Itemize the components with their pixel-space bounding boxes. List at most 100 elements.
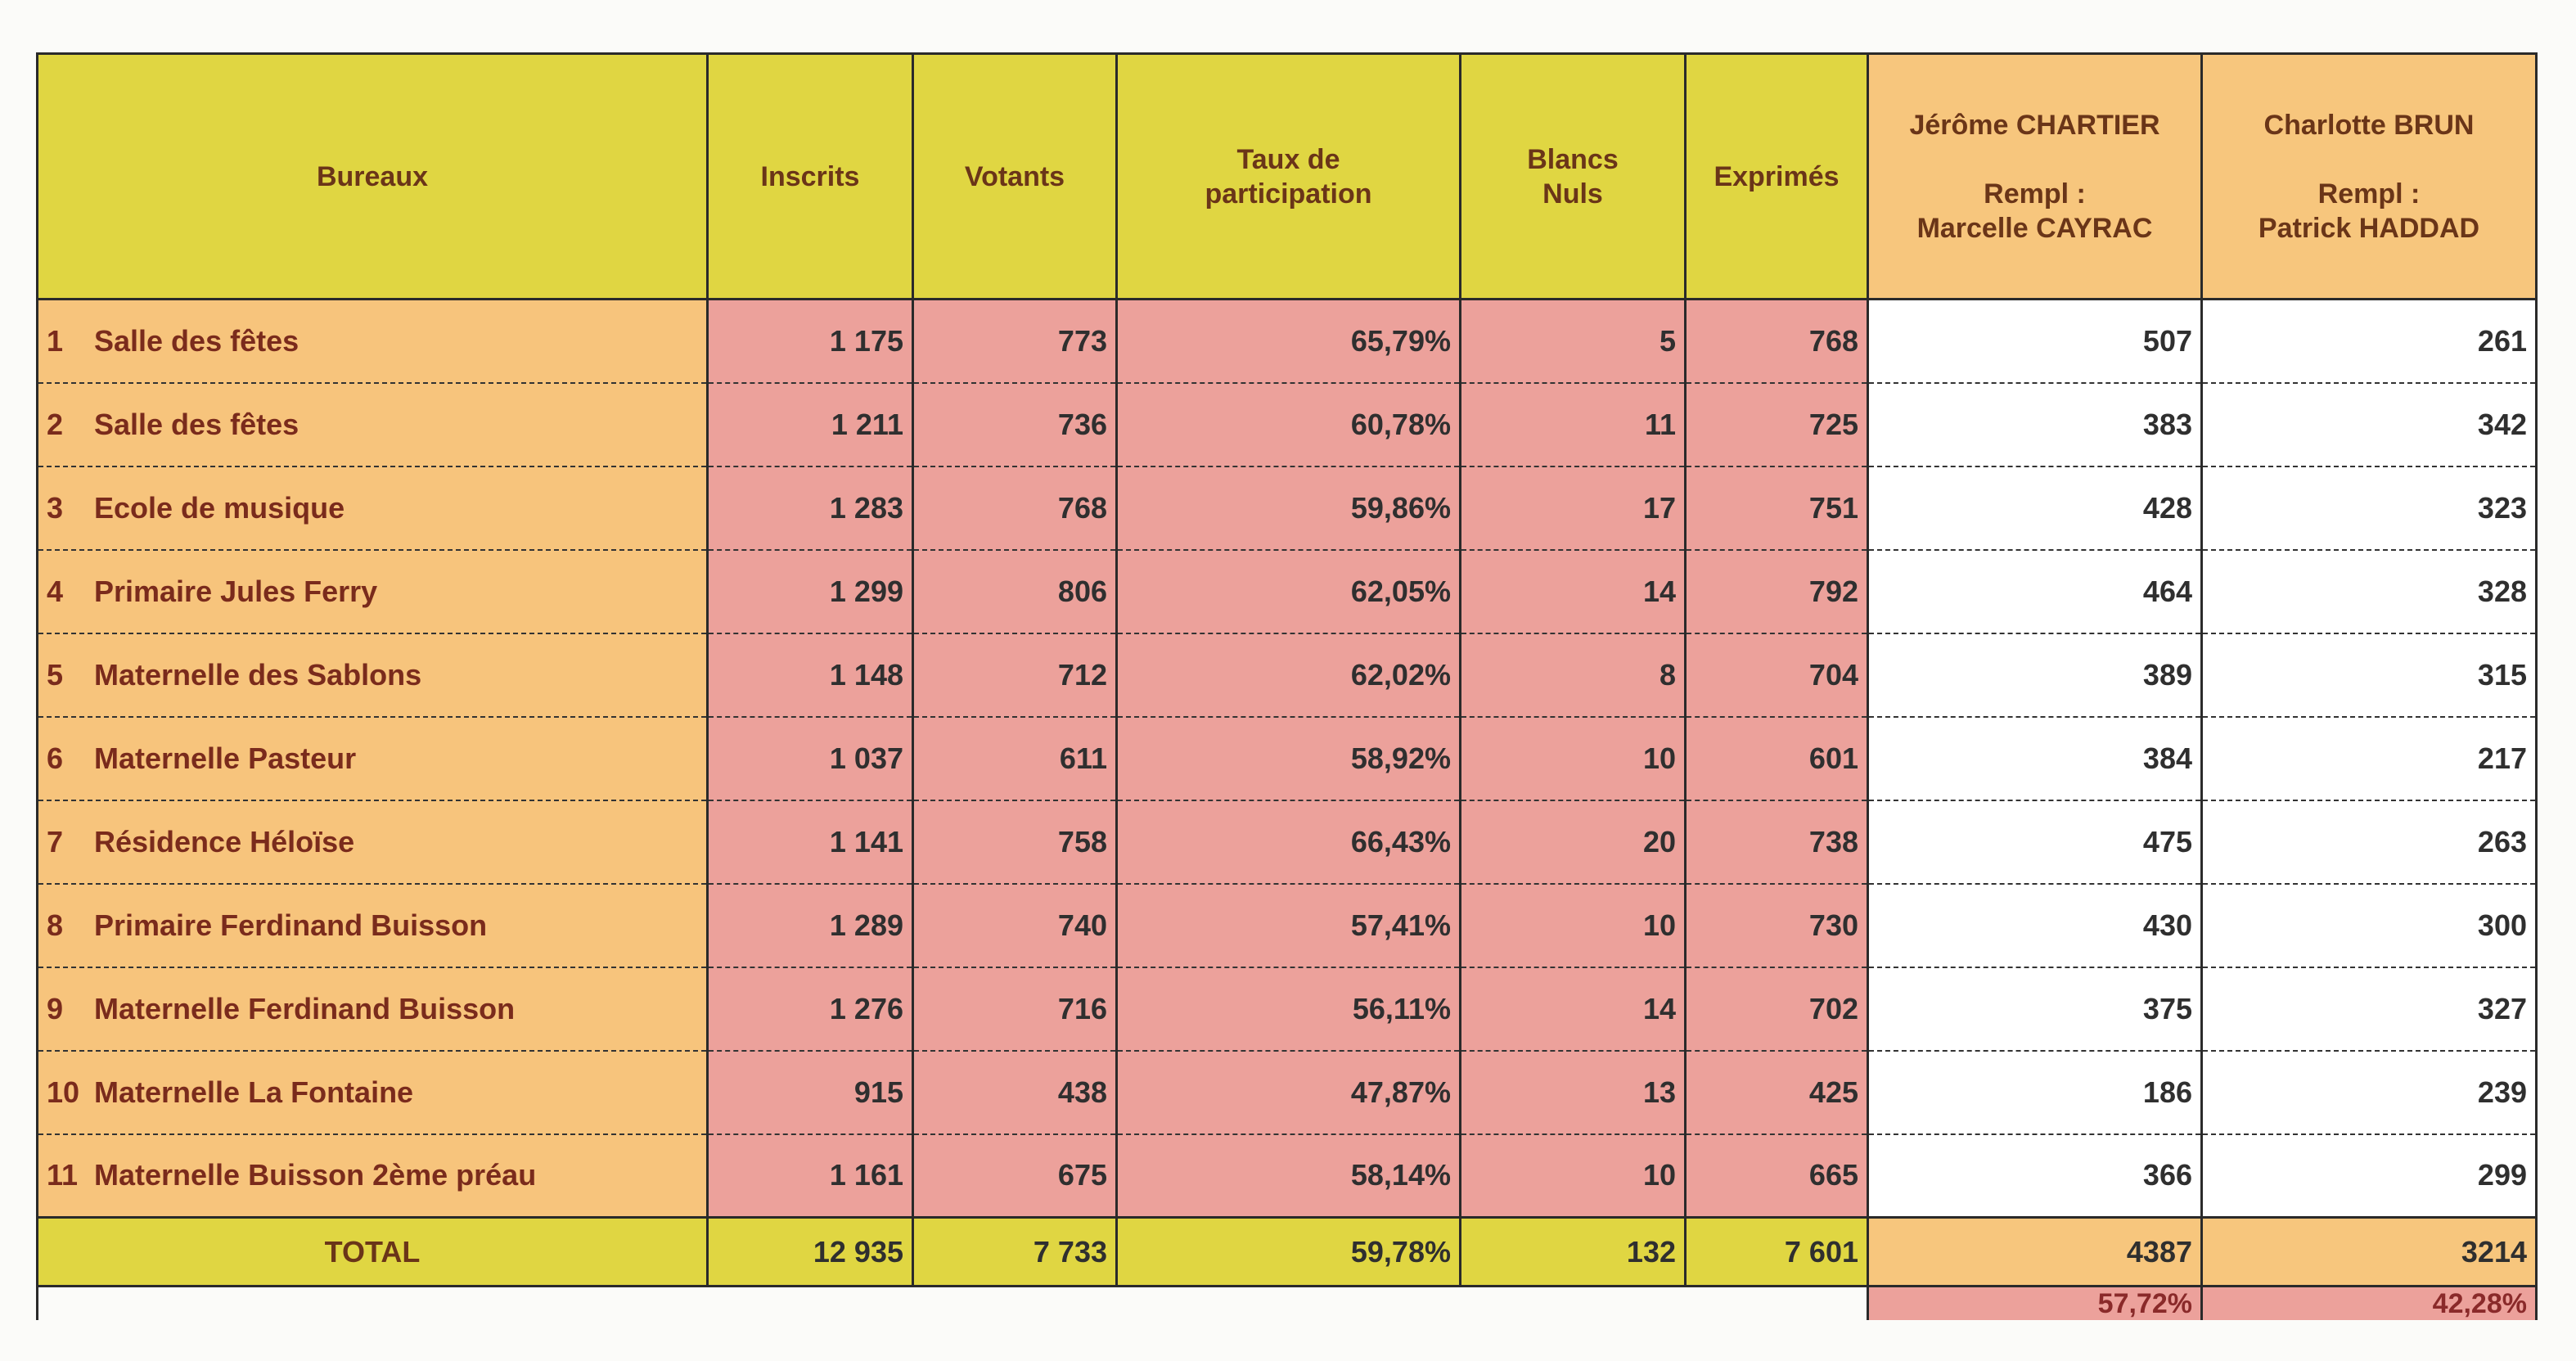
value-cell: 792 <box>1684 549 1869 634</box>
bureau-cell: 6 Maternelle Pasteur <box>36 716 709 801</box>
value-cell: 47,87% <box>1115 1050 1461 1135</box>
value-cell: 58,14% <box>1115 1133 1461 1219</box>
value-cell: 66,43% <box>1115 800 1461 885</box>
value-cell: 1 211 <box>706 382 914 467</box>
bureau-name: Maternelle La Fontaine <box>94 1075 414 1109</box>
candidate-percentage: 42,28% <box>2200 1286 2538 1320</box>
value-cell: 342 <box>2200 382 2538 467</box>
bureau-cell: 11 Maternelle Buisson 2ème préau <box>36 1133 709 1219</box>
value-cell: 730 <box>1684 883 1869 968</box>
value-cell: 58,92% <box>1115 716 1461 801</box>
value-cell: 323 <box>2200 466 2538 551</box>
value-cell: 1 037 <box>706 716 914 801</box>
bureau-cell: 7 Résidence Héloïse <box>36 800 709 885</box>
value-cell: 328 <box>2200 549 2538 634</box>
value-cell: 725 <box>1684 382 1869 467</box>
value-cell: 375 <box>1867 967 2203 1052</box>
bureau-name: Ecole de musique <box>94 490 345 525</box>
value-cell: 389 <box>1867 633 2203 718</box>
value-cell: 263 <box>2200 800 2538 885</box>
value-cell: 1 141 <box>706 800 914 885</box>
value-cell: 740 <box>912 883 1118 968</box>
value-cell: 507 <box>1867 299 2203 384</box>
bureau-number: 5 <box>47 657 64 692</box>
bureau-cell: 1 Salle des fêtes <box>36 299 709 384</box>
data-row: 5 Maternelle des Sablons 1 148 712 62,02% 8 70… <box>36 633 2538 718</box>
table-body: Bureaux Inscrits Votants Taux de participat… <box>36 52 2538 1320</box>
value-cell: 738 <box>1684 800 1869 885</box>
value-cell: 464 <box>1867 549 2203 634</box>
data-row: 6 Maternelle Pasteur 1 037 611 58,92% 10 601 38… <box>36 716 2538 801</box>
value-cell: 62,05% <box>1115 549 1461 634</box>
total-value: 7 733 <box>912 1216 1118 1287</box>
value-cell: 428 <box>1867 466 2203 551</box>
bureau-name: Maternelle Ferdinand Buisson <box>94 991 516 1025</box>
data-row: 1 Salle des fêtes 1 175 773 65,79% 5 768 507 261 <box>36 299 2538 384</box>
value-cell: 5 <box>1459 299 1687 384</box>
data-row: 9 Maternelle Ferdinand Buisson 1 276 716 56,… <box>36 967 2538 1052</box>
bureau-name: Maternelle Buisson 2ème préau <box>94 1158 537 1192</box>
column-header: Votants <box>912 52 1118 300</box>
candidate-header: Charlotte BRUN Rempl : Patrick HADDAD <box>2200 52 2538 300</box>
total-value: 4387 <box>1867 1216 2203 1287</box>
bureau-cell: 9 Maternelle Ferdinand Buisson <box>36 967 709 1052</box>
bureau-name: Salle des fêtes <box>94 407 299 441</box>
bureau-cell: 3 Ecole de musique <box>36 466 709 551</box>
total-value: 12 935 <box>706 1216 914 1287</box>
bureau-number: 3 <box>47 490 64 525</box>
value-cell: 1 175 <box>706 299 914 384</box>
bureau-number: 11 <box>47 1158 79 1192</box>
value-cell: 384 <box>1867 716 2203 801</box>
spacer <box>2211 142 2527 177</box>
remplacant-label: Rempl : <box>2317 178 2421 210</box>
value-cell: 315 <box>2200 633 2538 718</box>
value-cell: 1 276 <box>706 967 914 1052</box>
bureau-cell: 2 Salle des fêtes <box>36 382 709 467</box>
candidate-name: Charlotte BRUN <box>2263 109 2475 141</box>
value-cell: 60,78% <box>1115 382 1461 467</box>
value-cell: 806 <box>912 549 1118 634</box>
remplacant-label: Rempl : <box>1984 178 2086 210</box>
value-cell: 239 <box>2200 1050 2538 1135</box>
column-header: Bureaux <box>36 52 709 300</box>
bureau-name: Primaire Jules Ferry <box>94 574 378 608</box>
value-cell: 1 289 <box>706 883 914 968</box>
remplacant-name: Marcelle CAYRAC <box>1916 212 2153 244</box>
column-header: Blancs Nuls <box>1459 52 1687 300</box>
value-cell: 261 <box>2200 299 2538 384</box>
bureau-number: 1 <box>47 323 64 358</box>
value-cell: 17 <box>1459 466 1687 551</box>
total-value: 3214 <box>2200 1216 2538 1287</box>
data-row: 8 Primaire Ferdinand Buisson 1 289 740 57,41… <box>36 883 2538 968</box>
value-cell: 751 <box>1684 466 1869 551</box>
data-row: 2 Salle des fêtes 1 211 736 60,78% 11 725 383 34… <box>36 382 2538 467</box>
bureau-cell: 4 Primaire Jules Ferry <box>36 549 709 634</box>
value-cell: 704 <box>1684 633 1869 718</box>
value-cell: 20 <box>1459 800 1687 885</box>
value-cell: 62,02% <box>1115 633 1461 718</box>
bureau-number: 4 <box>47 574 64 608</box>
bureau-number: 7 <box>47 824 64 859</box>
value-cell: 59,86% <box>1115 466 1461 551</box>
total-row: TOTAL 12 935 7 733 59,78% 132 7 601 4387 3214 <box>36 1216 2538 1287</box>
value-cell: 10 <box>1459 1133 1687 1219</box>
value-cell: 1 283 <box>706 466 914 551</box>
bureau-name: Résidence Héloïse <box>94 824 355 859</box>
column-header: Exprimés <box>1684 52 1869 300</box>
value-cell: 601 <box>1684 716 1869 801</box>
bureau-number: 9 <box>47 991 64 1025</box>
candidate-header: Jérôme CHARTIER Rempl : Marcelle CAYRAC <box>1867 52 2203 300</box>
value-cell: 366 <box>1867 1133 2203 1219</box>
data-row: 7 Résidence Héloïse 1 141 758 66,43% 20 738 475… <box>36 800 2538 885</box>
total-value: 7 601 <box>1684 1216 1869 1287</box>
value-cell: 14 <box>1459 549 1687 634</box>
bureau-name: Primaire Ferdinand Buisson <box>94 908 488 942</box>
results-table: Bureaux Inscrits Votants Taux de participat… <box>36 52 2538 1320</box>
bureau-number: 6 <box>47 741 64 775</box>
value-cell: 712 <box>912 633 1118 718</box>
bureau-name: Maternelle des Sablons <box>94 657 422 692</box>
value-cell: 768 <box>1684 299 1869 384</box>
candidate-name: Jérôme CHARTIER <box>1909 109 2160 141</box>
value-cell: 56,11% <box>1115 967 1461 1052</box>
